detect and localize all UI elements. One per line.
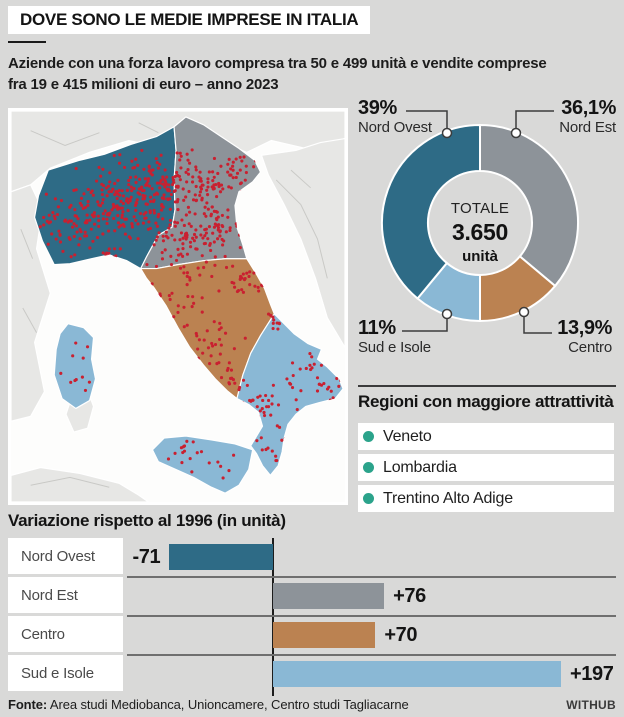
regions-heading: Regioni con maggiore attrattività [358,392,614,411]
bar-row-label: Sud e Isole [21,664,94,682]
italy-map [11,111,345,502]
bar-value-label: -71 [132,546,161,568]
map-border-lines [20,122,328,488]
bullet-icon [363,493,374,504]
bar-row-label: Centro [21,625,65,643]
row-separator [127,615,616,617]
bar-centro [273,622,376,648]
map-foreign-land [11,111,345,502]
pct-centro: 13,9% [557,317,612,339]
region-list-item: Lombardia [358,454,614,481]
withub-logo: WITHUB [566,698,616,712]
bar-chart-title: Variazione rispetto al 1996 (in unità) [8,511,286,530]
subtitle-line-2: fra 19 e 415 milioni di euro – anno 2023 [8,76,279,93]
bullet-icon [363,462,374,473]
donut-total-unit: unità [462,248,498,265]
region-list-item: Trentino Alto Adige [358,485,614,512]
zero-axis-line [272,538,274,696]
bar-value-label: +76 [393,585,426,607]
source-label: Fonte: [8,697,48,712]
donut-center-text: TOTALE 3.650 unità [410,200,550,265]
subtitle: Aziende con una forza lavoro compresa tr… [8,53,608,95]
region-name: Trentino Alto Adige [383,489,513,507]
bar-row-label: Nord Ovest [21,547,95,565]
pct-nord-ovest: 39% [358,97,397,119]
bar-value-label: +70 [384,624,418,646]
row-separator [127,654,616,656]
label-centro: Centro [568,339,612,356]
italy-map-panel [8,108,348,505]
label-sud-isole: Sud e Isole [358,339,431,356]
donut-callout-centro: 13,9% Centro [557,318,612,357]
label-nord-est: Nord Est [559,119,616,136]
bar-row-label-box: Nord Ovest [8,538,123,574]
donut-total-label: TOTALE [450,200,510,217]
bar-row-label-box: Nord Est [8,577,123,613]
region-name: Lombardia [383,458,457,476]
bar-value-label: +197 [570,663,614,685]
donut-callout-lines [402,110,554,334]
bar-chart: Nord Ovest -71 Nord Est +76 Centro +70 Sud e I… [8,538,616,696]
donut-callout-sud-isole: 11% Sud e Isole [358,318,431,357]
section-divider [358,385,616,387]
bar-row-label-box: Centro [8,616,123,652]
donut-callout-dots [441,127,530,320]
donut-slice-nord-ovest [381,123,481,300]
company-dots-layer [38,148,344,487]
source-note: Fonte: Area studi Mediobanca, Unioncamer… [8,697,409,712]
donut-slice-nord-est [479,123,579,288]
bar-nord-est [273,583,385,609]
map-region-sud [236,313,344,476]
row-separator [127,576,616,578]
label-nord-ovest: Nord Ovest [358,119,432,136]
bar-row-label: Nord Est [21,586,78,604]
bar-nord-ovest [169,544,273,570]
pct-nord-est: 36,1% [561,97,616,119]
subtitle-line-1: Aziende con una forza lavoro compresa tr… [8,55,547,72]
page-title: DOVE SONO LE MEDIE IMPRESE IN ITALIA [20,10,359,29]
bullet-icon [363,431,374,442]
title-underline [8,41,46,43]
bar-row-label-box: Sud e Isole [8,655,123,691]
donut-total-value: 3.650 [451,219,509,245]
region-name: Veneto [383,427,432,445]
donut-callout-nord-ovest: 39% Nord Ovest [358,98,432,137]
map-region-sardegna [53,323,97,410]
donut-chart [381,110,579,334]
pct-sud-isole: 11% [358,317,396,339]
bar-sud-e-isole [273,661,561,687]
map-region-sicilia [151,435,254,494]
title-bar: DOVE SONO LE MEDIE IMPRESE IN ITALIA [8,6,370,34]
regions-list: Veneto Lombardia Trentino Alto Adige [358,423,614,516]
source-text: Area studi Mediobanca, Unioncamere, Cent… [47,697,409,712]
region-list-item: Veneto [358,423,614,450]
donut-callout-nord-est: 36,1% Nord Est [559,98,616,137]
